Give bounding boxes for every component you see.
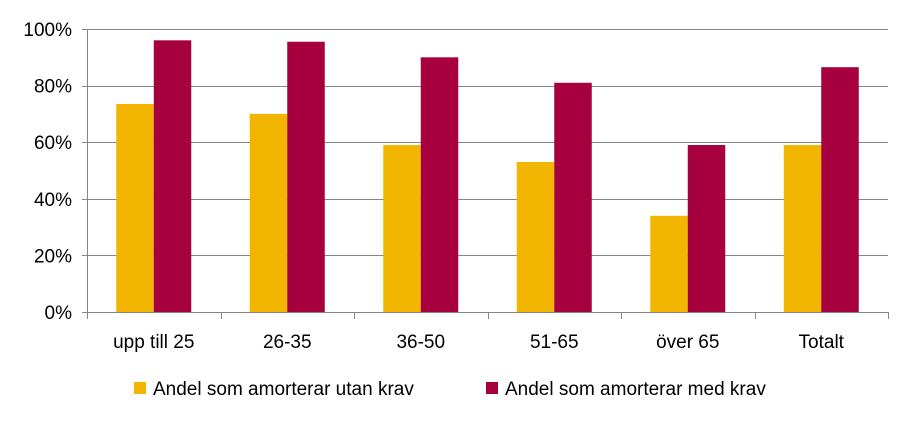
legend-swatch-med-krav bbox=[486, 382, 498, 394]
gridlines bbox=[87, 29, 888, 256]
axes bbox=[82, 29, 889, 319]
x-tick-labels: upp till 25 26-35 36-50 51-65 över 65 Totalt bbox=[113, 332, 845, 353]
bar-med-krav-1 bbox=[287, 41, 325, 313]
x-tick-label: över 65 bbox=[656, 332, 719, 353]
x-tick-label: 36-50 bbox=[396, 332, 445, 353]
bar-med-krav-5 bbox=[821, 67, 859, 312]
legend-label-med-krav: Andel som amorterar med krav bbox=[505, 379, 766, 400]
x-tick-label: Totalt bbox=[799, 332, 845, 353]
legend-swatch-utan-krav bbox=[134, 382, 146, 394]
legend: Andel som amorterar utan krav Andel som … bbox=[134, 379, 766, 400]
bar-utan-krav-3 bbox=[516, 162, 555, 312]
y-tick-label: 20% bbox=[34, 246, 72, 267]
x-tick-label: upp till 25 bbox=[113, 332, 194, 353]
bars bbox=[116, 40, 859, 313]
bar-med-krav-4 bbox=[687, 145, 726, 312]
y-tick-label: 80% bbox=[34, 77, 72, 98]
bar-utan-krav-5 bbox=[783, 145, 822, 312]
y-tick-label: 0% bbox=[45, 303, 73, 324]
x-tick-label: 51-65 bbox=[530, 332, 579, 353]
legend-label-utan-krav: Andel som amorterar utan krav bbox=[153, 379, 414, 400]
bar-med-krav-0 bbox=[153, 40, 192, 312]
x-tick-label: 26-35 bbox=[263, 332, 312, 353]
y-tick-labels: 0% 20% 40% 60% 80% 100% bbox=[23, 20, 72, 324]
y-tick-label: 40% bbox=[34, 190, 72, 211]
bar-utan-krav-4 bbox=[650, 215, 688, 312]
bar-utan-krav-1 bbox=[249, 113, 288, 313]
bar-med-krav-3 bbox=[554, 82, 592, 313]
bar-utan-krav-2 bbox=[383, 145, 421, 312]
bar-utan-krav-0 bbox=[116, 103, 154, 313]
y-tick-label: 100% bbox=[23, 20, 72, 41]
bar-med-krav-2 bbox=[420, 57, 459, 312]
y-tick-label: 60% bbox=[34, 133, 72, 154]
